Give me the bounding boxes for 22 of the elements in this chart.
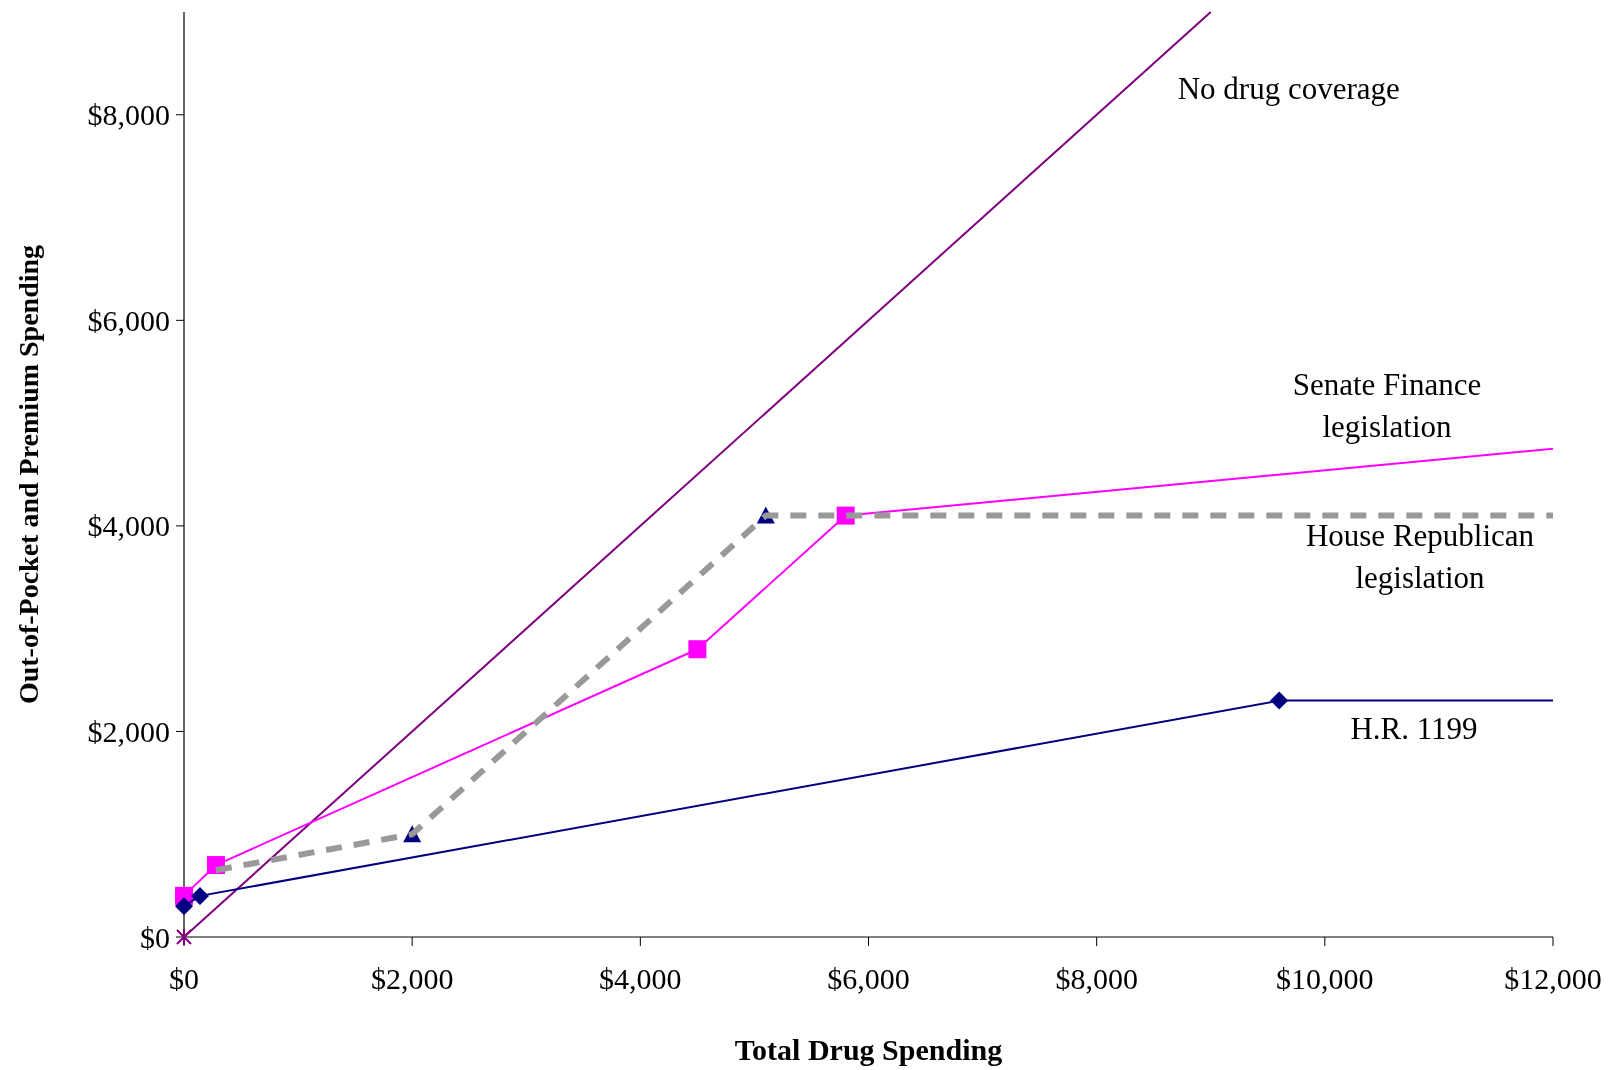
- series-label: Senate Finance legislation: [1292, 366, 1482, 444]
- point: [1270, 691, 1289, 710]
- y-tick-label: $8,000: [87, 98, 170, 132]
- series-label: House Republican legislation: [1305, 518, 1535, 596]
- x-tick-label: $12,000: [1504, 962, 1602, 995]
- point: [688, 640, 707, 659]
- x-tick-label: $0: [169, 962, 199, 995]
- x-axis-title: Total Drug Spending: [734, 1033, 1003, 1066]
- series-label: H.R. 1199: [1350, 711, 1478, 747]
- y-tick-label: $2,000: [87, 714, 170, 748]
- series-label: No drug coverage: [1177, 70, 1400, 106]
- x-tick-label: $10,000: [1276, 962, 1374, 995]
- y-tick-label: $4,000: [87, 509, 170, 543]
- y-axis-title: Out-of-Pocket and Premium Spending: [13, 244, 44, 705]
- x-tick-label: $4,000: [599, 962, 682, 995]
- y-tick-label: $6,000: [87, 303, 170, 337]
- x-tick-label: $6,000: [827, 962, 910, 995]
- point: [190, 886, 209, 905]
- y-tick-label: $0: [140, 920, 170, 954]
- point: [175, 897, 193, 916]
- x-tick-label: $8,000: [1055, 962, 1138, 995]
- x-tick-label: $2,000: [370, 962, 454, 995]
